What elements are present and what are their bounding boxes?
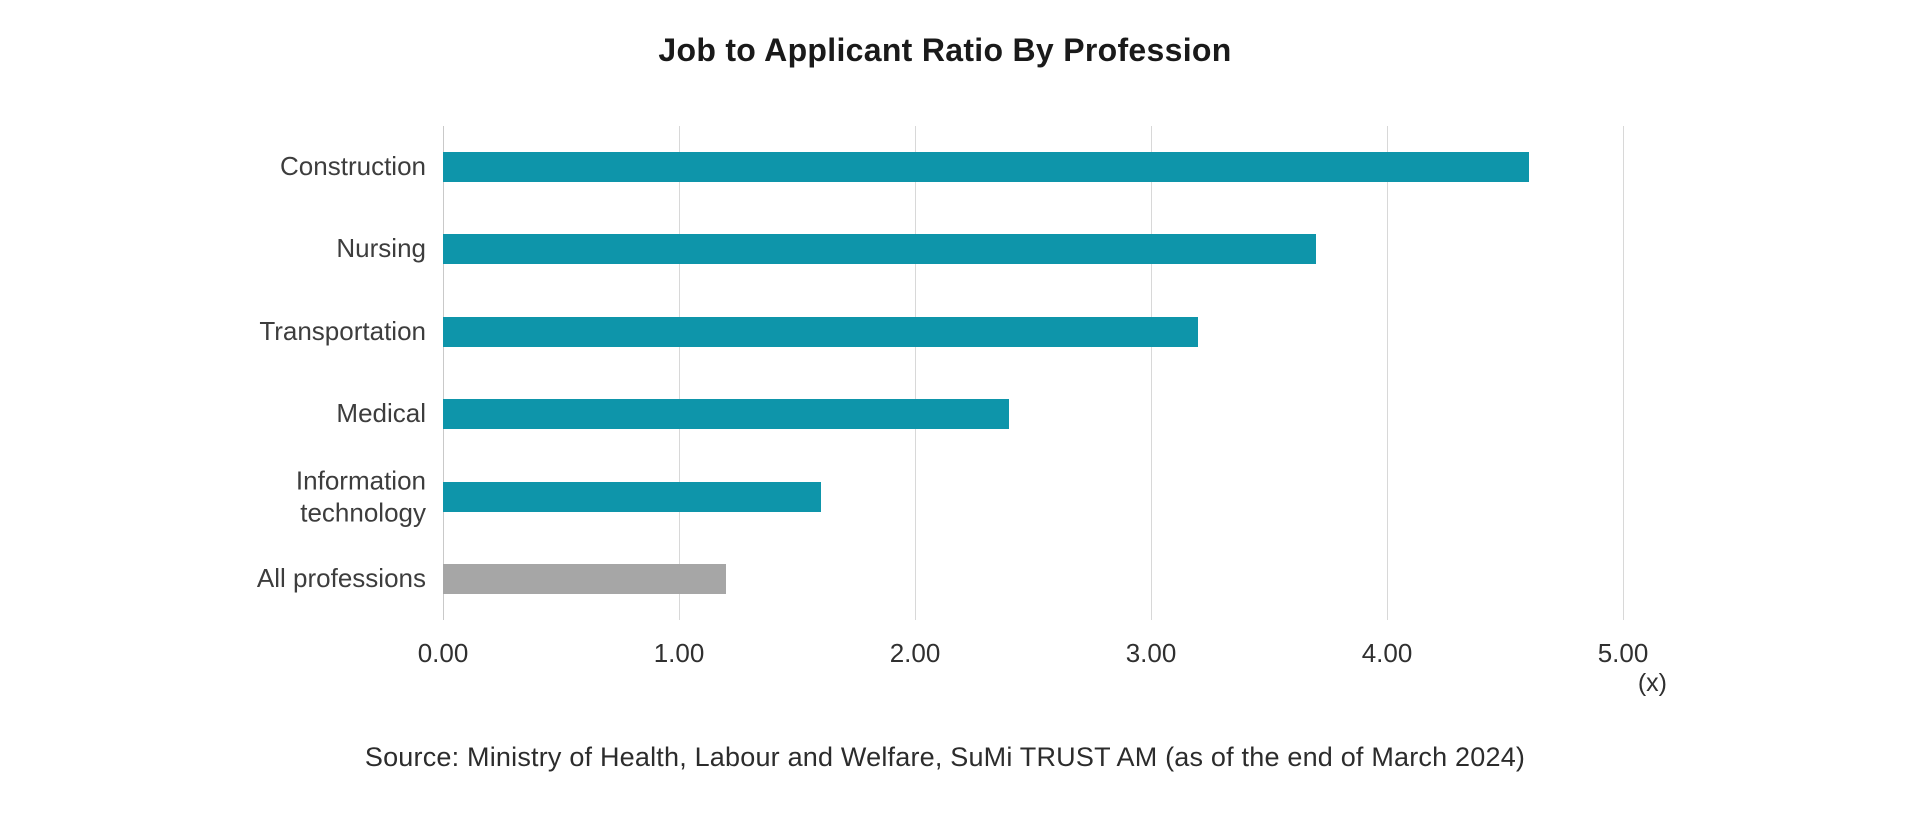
category-label-construction: Construction bbox=[280, 151, 426, 182]
gridline-5 bbox=[1623, 126, 1624, 620]
bar-all-professions bbox=[443, 564, 727, 594]
bar-row: Transportation bbox=[259, 316, 1623, 347]
category-label-medical: Medical bbox=[336, 398, 426, 429]
bar-row: Information technology bbox=[296, 465, 1623, 527]
bar-information-technology bbox=[443, 482, 821, 512]
bar-row: Construction bbox=[280, 151, 1623, 182]
x-tick-label-4: 4.00 bbox=[1361, 638, 1413, 668]
category-label-nursing: Nursing bbox=[336, 233, 426, 264]
plot-area: Construction Nursing Transportation Medi… bbox=[257, 126, 1667, 697]
chart-title: Job to Applicant Ratio By Profession bbox=[658, 32, 1232, 68]
gridline-1 bbox=[679, 126, 680, 620]
category-label-information-technology: Information technology bbox=[295, 465, 426, 527]
gridline-2 bbox=[915, 126, 916, 620]
gridline-3 bbox=[1151, 126, 1152, 620]
x-tick-label-3: 3.00 bbox=[1125, 638, 1177, 668]
source-note: Source: Ministry of Health, Labour and W… bbox=[364, 742, 1526, 772]
x-tick-label-0: 0.00 bbox=[417, 638, 469, 668]
gridline-4 bbox=[1387, 126, 1388, 620]
bar-nursing bbox=[443, 234, 1317, 264]
category-label-all-professions: All professions bbox=[256, 563, 426, 594]
x-tick-label-5: 5.00 bbox=[1597, 638, 1649, 668]
bar-row: Nursing bbox=[336, 233, 1623, 264]
bar-row: Medical bbox=[336, 398, 1623, 429]
x-tick-label-2: 2.00 bbox=[889, 638, 941, 668]
x-tick-label-1: 1.00 bbox=[653, 638, 705, 668]
category-label-transportation: Transportation bbox=[259, 316, 426, 347]
bar-row: All professions bbox=[257, 563, 1623, 594]
gridline-0 bbox=[443, 126, 444, 620]
bar-construction bbox=[443, 152, 1529, 182]
bar-transportation bbox=[443, 317, 1199, 347]
x-axis-unit-label: (x) bbox=[1637, 669, 1667, 697]
bar-medical bbox=[443, 399, 1010, 429]
